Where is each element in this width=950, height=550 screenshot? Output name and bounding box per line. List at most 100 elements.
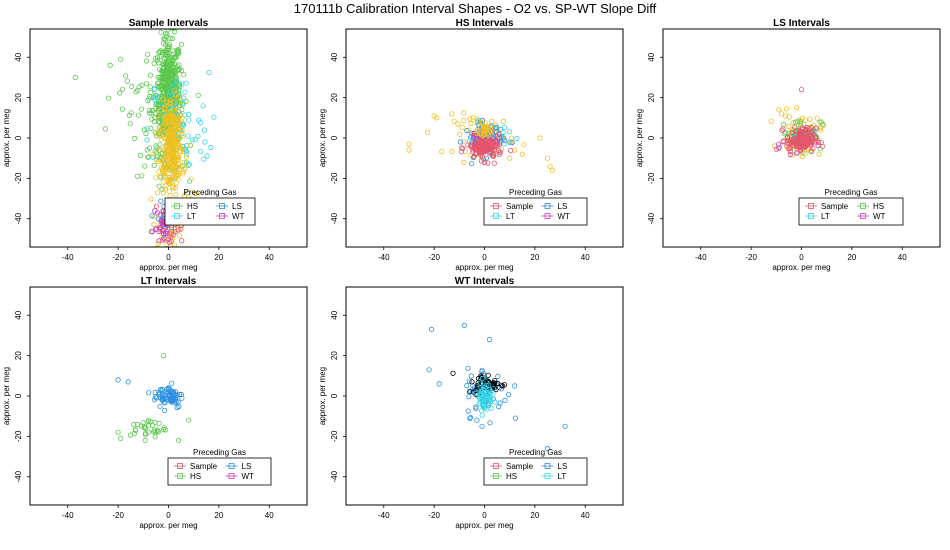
- chart-wt: WT Intervals -40 -20 0 20 40 -40 -20 0 20 40 approx…: [318, 276, 624, 530]
- data-point: [785, 134, 791, 140]
- data-point: [160, 158, 166, 164]
- data-point: [788, 139, 794, 145]
- data-point: [136, 112, 142, 118]
- y-axis-label: approx. per meg: [635, 109, 644, 167]
- data-point: [164, 100, 170, 106]
- y-tick-label: -20: [14, 172, 23, 184]
- legend-marker: [228, 463, 235, 469]
- x-tick-label: -40: [62, 511, 74, 520]
- data-point: [491, 160, 497, 166]
- data-point: [514, 135, 520, 141]
- data-point: [146, 390, 152, 396]
- data-point: [465, 408, 471, 414]
- data-point: [487, 420, 493, 426]
- x-tick-label: 20: [214, 511, 223, 520]
- y-tick-label: -20: [330, 172, 339, 184]
- data-point: [161, 56, 168, 62]
- data-point: [165, 74, 171, 80]
- data-point: [457, 131, 463, 137]
- legend-label: Sample: [506, 462, 534, 471]
- data-point: [486, 145, 492, 151]
- data-point: [166, 69, 172, 75]
- data-point: [149, 107, 155, 114]
- data-point: [172, 130, 178, 137]
- data-point: [164, 228, 170, 235]
- legend-lt: Preceding Gas Sample LS HS WT: [167, 448, 272, 486]
- data-point: [784, 135, 790, 141]
- data-point: [175, 67, 181, 73]
- data-point: [471, 130, 477, 137]
- y-tick-label: 40: [330, 310, 339, 319]
- data-point: [473, 390, 479, 396]
- legend-title: Preceding Gas: [184, 188, 237, 197]
- data-point: [183, 80, 189, 86]
- legend-marker: [493, 473, 499, 479]
- data-point: [151, 162, 157, 168]
- data-point: [497, 149, 503, 155]
- legend-marker: [544, 473, 551, 479]
- x-tick-label: 0: [166, 253, 171, 262]
- data-point: [182, 89, 188, 95]
- y-tick-label: 0: [330, 135, 339, 140]
- data-point: [186, 417, 192, 423]
- data-point: [133, 89, 139, 95]
- data-point: [478, 408, 485, 414]
- data-point: [480, 138, 486, 144]
- legend-marker: [493, 213, 499, 219]
- data-point: [795, 119, 801, 125]
- data-point: [460, 110, 467, 116]
- data-point: [195, 133, 201, 139]
- data-point: [465, 142, 471, 148]
- data-point: [151, 222, 157, 228]
- data-point: [469, 161, 475, 167]
- data-point: [780, 126, 786, 132]
- data-point: [153, 175, 159, 181]
- data-point: [782, 113, 789, 119]
- data-point: [501, 382, 508, 388]
- data-point: [170, 73, 176, 79]
- data-point: [144, 58, 150, 64]
- data-point: [486, 336, 493, 343]
- legend-label: LT: [506, 212, 515, 221]
- data-point: [473, 404, 479, 410]
- data-point: [496, 134, 502, 140]
- x-tick-label: -20: [428, 511, 440, 520]
- data-point: [786, 114, 792, 120]
- data-point: [163, 395, 169, 401]
- data-point: [173, 394, 179, 400]
- data-point: [180, 127, 186, 133]
- data-point: [776, 141, 782, 147]
- data-point: [797, 148, 804, 154]
- data-point: [169, 380, 175, 386]
- data-point: [172, 92, 178, 98]
- data-point: [155, 102, 161, 109]
- data-point: [799, 153, 805, 160]
- y-tick-label: -40: [330, 470, 339, 482]
- data-point: [156, 119, 162, 125]
- data-point: [488, 405, 494, 411]
- data-point: [151, 60, 157, 67]
- data-point: [185, 133, 191, 139]
- y-tick-label: 20: [14, 93, 23, 102]
- data-point: [479, 423, 485, 429]
- data-point: [154, 57, 160, 63]
- data-point: [486, 398, 492, 404]
- data-point: [163, 47, 169, 54]
- legend-marker: [808, 203, 814, 209]
- data-point: [154, 210, 161, 216]
- data-point: [498, 382, 505, 388]
- data-point: [195, 92, 201, 98]
- data-point: [817, 127, 824, 133]
- data-point: [138, 423, 144, 429]
- data-point: [167, 193, 173, 199]
- data-point: [160, 237, 166, 243]
- data-point: [802, 117, 808, 123]
- legend-marker: [808, 213, 814, 219]
- series-hs-sample: [458, 127, 514, 166]
- data-point: [134, 173, 141, 179]
- x-tick-label: -20: [428, 253, 440, 262]
- data-point: [165, 78, 171, 84]
- data-point: [149, 229, 155, 235]
- data-point: [143, 81, 150, 87]
- data-point: [158, 225, 164, 231]
